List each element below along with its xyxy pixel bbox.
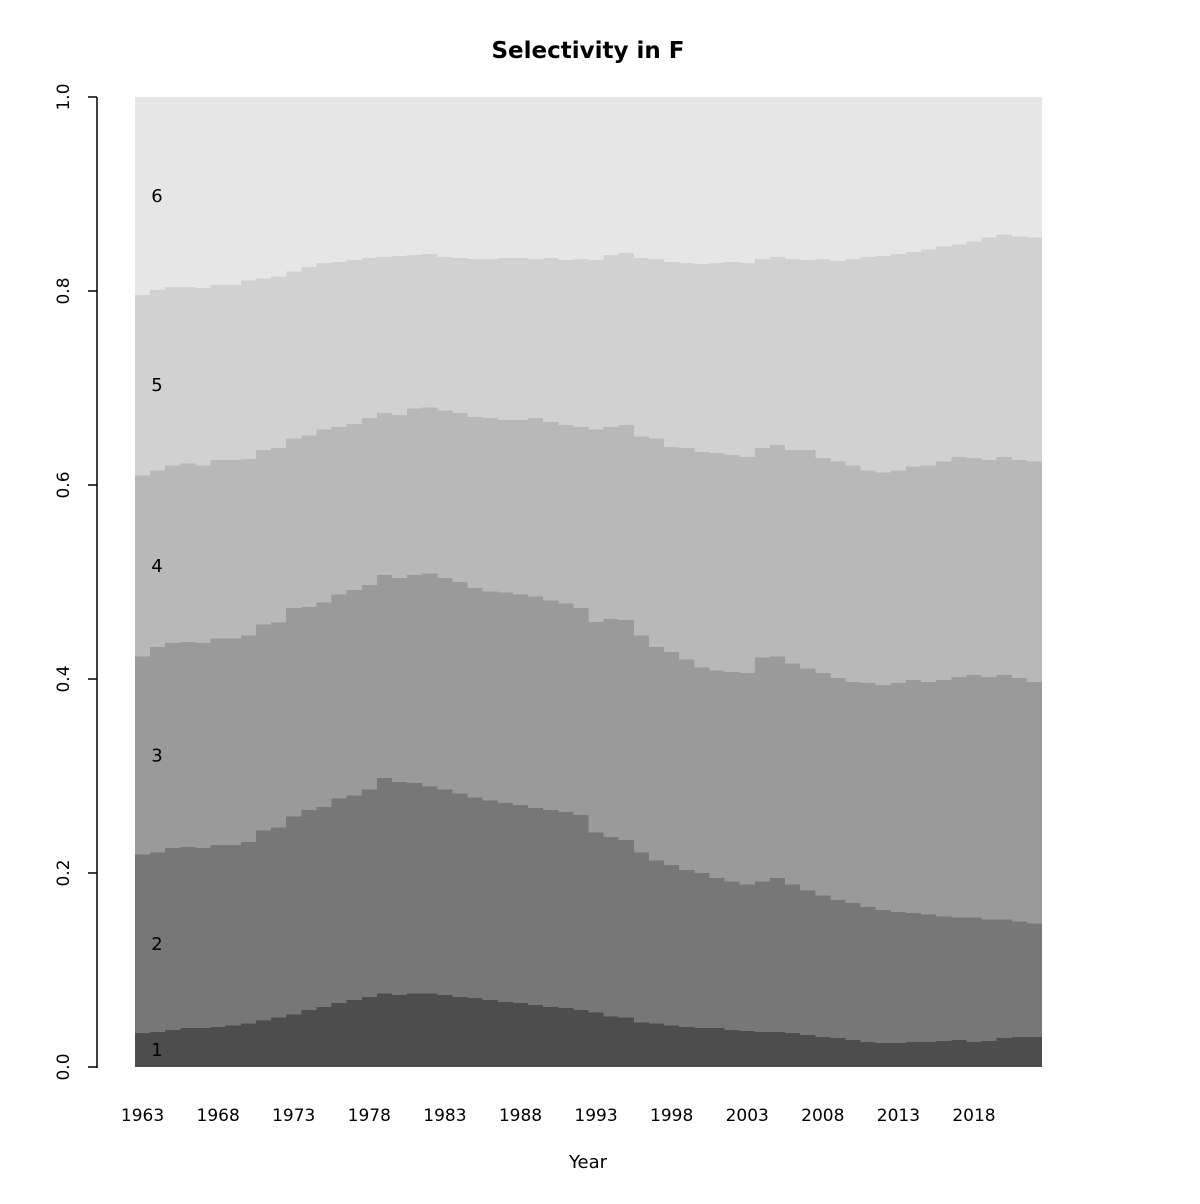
x-axis-tick-label: 2008 [801,1106,844,1126]
x-axis-tick-label: 2013 [877,1106,920,1126]
x-axis-title: Year [568,1152,608,1173]
y-axis-tick-label: 0.6 [54,471,74,498]
plot-bands [135,97,1042,1067]
y-axis: 0.0 0.2 0.4 0.6 0.8 1.0 [54,83,98,1081]
band-age-3 [135,573,1042,924]
x-axis-tick-label: 1983 [423,1106,466,1126]
y-axis-tick-label: 0.8 [54,277,74,304]
y-axis-tick-label: 0.2 [54,859,74,886]
x-axis-tick-label: 1968 [197,1106,240,1126]
x-axis-tick-label: 2003 [726,1106,769,1126]
band-label-age-4: 4 [151,556,162,577]
x-axis-tick-label: 1963 [121,1106,164,1126]
band-label-age-5: 5 [151,375,162,396]
x-axis-tick-label: 1988 [499,1106,542,1126]
band-age-5 [135,234,1042,476]
band-age-6 [135,97,1042,295]
x-axis-tick-label: 1998 [650,1106,693,1126]
band-age-1 [135,993,1042,1067]
y-axis-tick-label: 0.0 [54,1053,74,1080]
band-labels: 1 2 3 4 5 6 [151,186,162,1061]
chart-title: Selectivity in F [491,38,684,64]
x-axis-tick-label: 2018 [952,1106,995,1126]
x-axis-tick-label: 1978 [348,1106,391,1126]
band-label-age-6: 6 [151,186,162,207]
x-axis-tick-label: 1973 [272,1106,315,1126]
band-label-age-3: 3 [151,746,162,767]
band-age-4 [135,407,1042,685]
x-axis: 1963 1968 1973 1978 1983 1988 1993 1998 2003 2008… [121,1106,996,1126]
band-label-age-1: 1 [151,1040,162,1061]
y-axis-tick-label: 1.0 [54,83,74,110]
band-age-2 [135,777,1042,1043]
x-axis-tick-label: 1993 [574,1106,617,1126]
y-axis-tick-label: 0.4 [54,665,74,692]
band-label-age-2: 2 [151,934,162,955]
